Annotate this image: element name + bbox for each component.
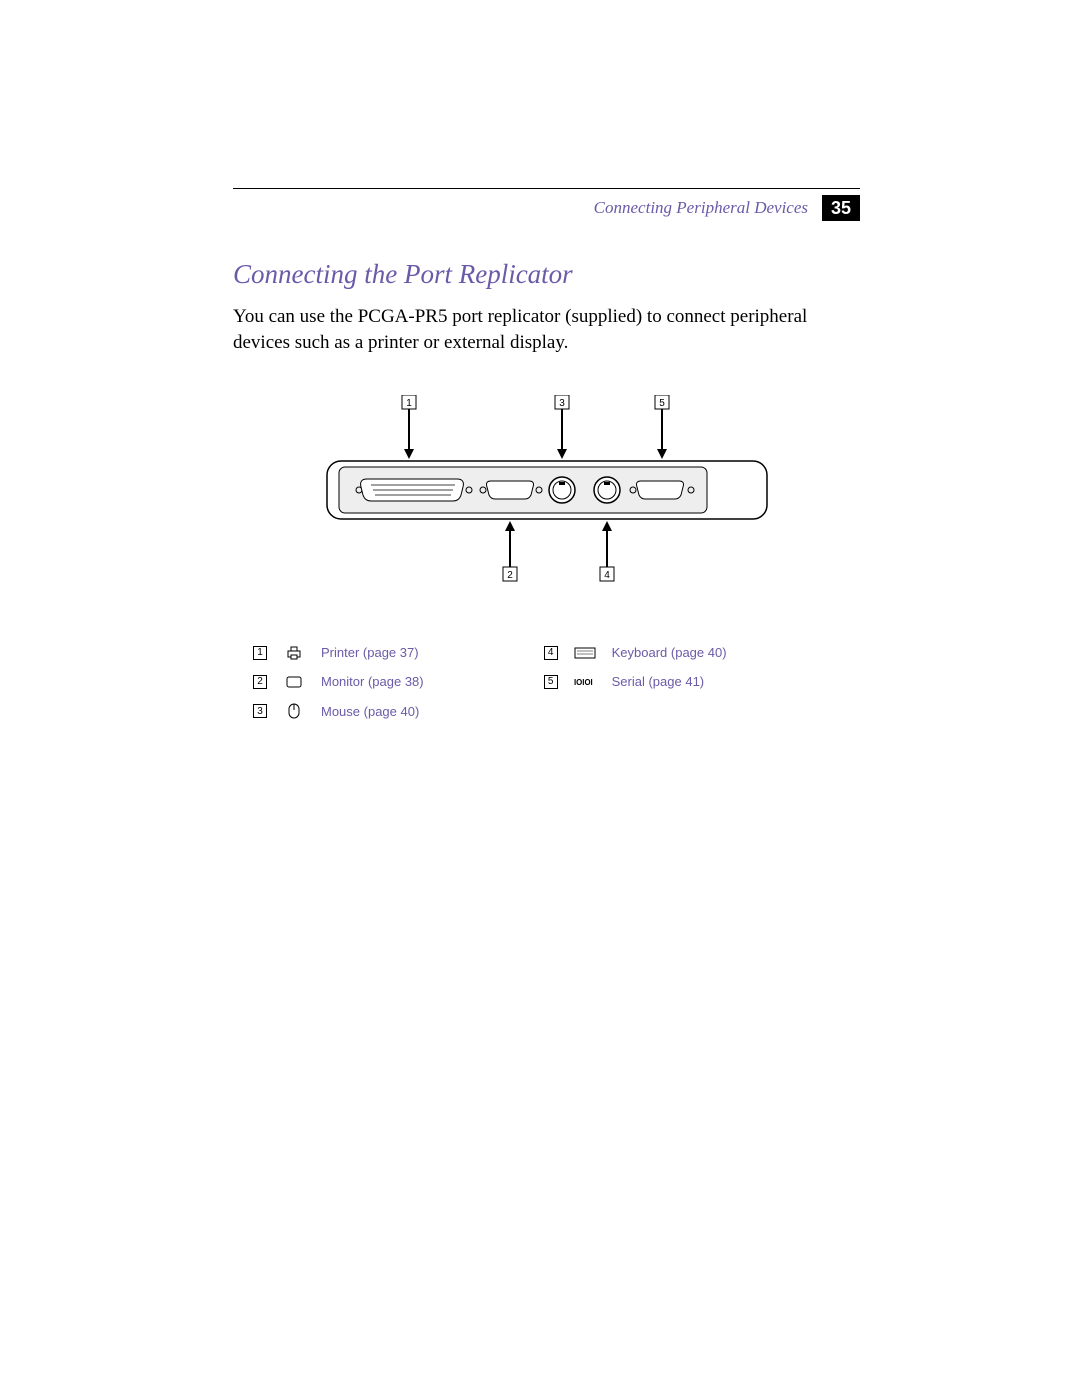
- mouse-port-icon: [549, 477, 575, 503]
- legend-num: 1: [253, 646, 267, 660]
- legend-right-column: 4 Keyboard (page 40) 5 IOIOI Serial (pag…: [544, 645, 727, 719]
- legend-label[interactable]: Keyboard (page 40): [612, 645, 727, 660]
- printer-port-icon: [356, 479, 472, 501]
- body-paragraph: You can use the PCGA-PR5 port replicator…: [233, 304, 860, 355]
- legend-label[interactable]: Printer (page 37): [321, 645, 419, 660]
- header-rule: [233, 188, 860, 189]
- legend-left-column: 1 Printer (page 37) 2 Monitor (page 38) …: [253, 645, 424, 719]
- svg-text:IOIOI: IOIOI: [574, 678, 593, 687]
- legend-item-mouse: 3 Mouse (page 40): [253, 703, 424, 719]
- page-content: Connecting Peripheral Devices 35 Connect…: [233, 188, 860, 719]
- legend-label[interactable]: Mouse (page 40): [321, 704, 419, 719]
- chapter-title: Connecting Peripheral Devices: [594, 198, 808, 218]
- keyboard-port-icon: [594, 477, 620, 503]
- legend-label[interactable]: Monitor (page 38): [321, 674, 424, 689]
- legend-num: 4: [544, 646, 558, 660]
- legend-num: 3: [253, 704, 267, 718]
- page-header: Connecting Peripheral Devices 35: [233, 195, 860, 221]
- callout-2: 2: [507, 570, 513, 581]
- callout-4: 4: [604, 570, 610, 581]
- callout-5: 5: [659, 398, 665, 409]
- legend-item-keyboard: 4 Keyboard (page 40): [544, 645, 727, 660]
- legend-label[interactable]: Serial (page 41): [612, 674, 705, 689]
- serial-icon: IOIOI: [574, 677, 596, 687]
- page-number: 35: [822, 195, 860, 221]
- legend: 1 Printer (page 37) 2 Monitor (page 38) …: [253, 645, 860, 719]
- legend-item-printer: 1 Printer (page 37): [253, 645, 424, 660]
- callout-1: 1: [406, 398, 412, 409]
- section-title: Connecting the Port Replicator: [233, 259, 860, 290]
- keyboard-icon: [574, 647, 596, 659]
- callout-3: 3: [559, 398, 565, 409]
- monitor-icon: [283, 676, 305, 688]
- printer-icon: [283, 646, 305, 660]
- diagram-svg: 1 3 5: [307, 395, 787, 595]
- legend-num: 5: [544, 675, 558, 689]
- legend-item-monitor: 2 Monitor (page 38): [253, 674, 424, 689]
- mouse-icon: [283, 703, 305, 719]
- legend-num: 2: [253, 675, 267, 689]
- legend-item-serial: 5 IOIOI Serial (page 41): [544, 674, 727, 689]
- port-replicator-diagram: 1 3 5: [233, 395, 860, 595]
